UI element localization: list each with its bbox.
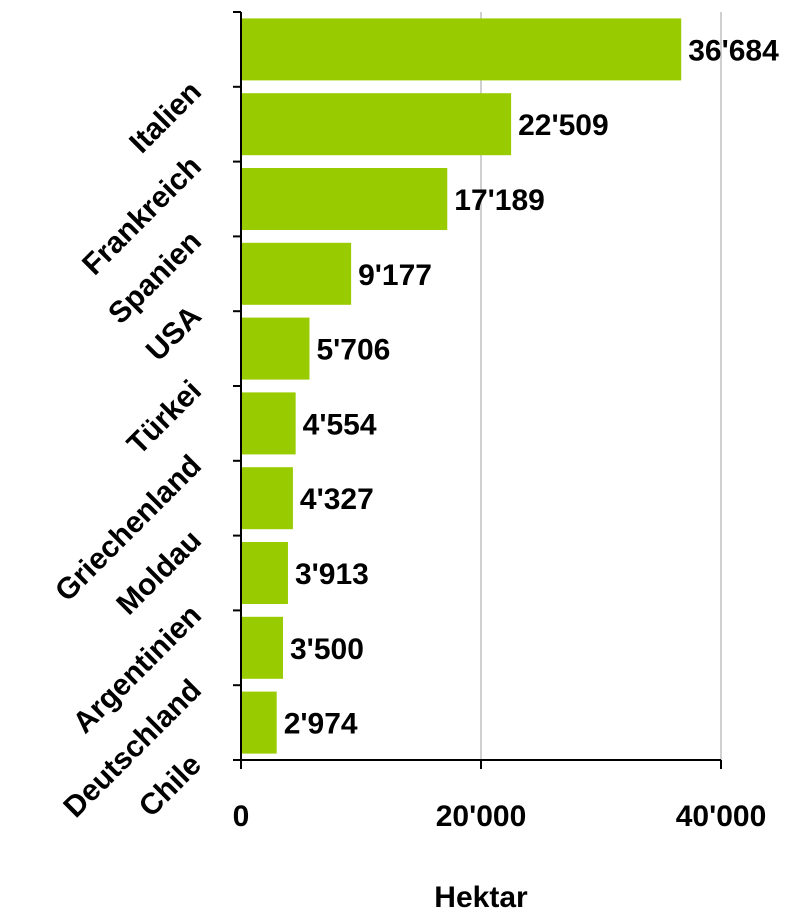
bar-chile (241, 691, 277, 754)
bar-frankreich (241, 93, 512, 156)
bar-value-label: 3'500 (290, 633, 364, 666)
bar-argentinien (241, 542, 288, 604)
bar-value-label: 4'327 (300, 483, 374, 516)
y-tick-label-usa: USA (140, 299, 208, 367)
bars (241, 18, 682, 754)
y-tick-label-italien: Italien (123, 75, 208, 160)
bar-value-labels: 36'684 22'509 17'189 9'177 5'706 4'554 4'327 3'… (284, 34, 779, 740)
x-axis-title: Hektar (434, 881, 528, 914)
bar-value-label: 22'509 (518, 109, 609, 142)
bar-value-label: 2'974 (284, 708, 358, 741)
bar-griechenland (241, 392, 296, 455)
bar-spanien (241, 168, 448, 230)
bar-value-label: 5'706 (316, 334, 390, 367)
axes (233, 11, 722, 769)
bar-usa (241, 242, 352, 305)
bar-türkei (241, 317, 310, 380)
bar-value-label: 17'189 (454, 184, 545, 217)
y-tick-labels: ItalienFrankreichSpanienUSATürkeiGrieche… (49, 75, 208, 824)
bar-value-label: 36'684 (688, 34, 779, 67)
bar-moldau (241, 467, 293, 530)
x-tick-labels: 0 20'000 40'000 (233, 800, 767, 833)
bar-value-label: 3'913 (295, 558, 369, 591)
bar-deutschland (241, 616, 283, 679)
bar-value-label: 4'554 (303, 408, 377, 441)
y-tick-label-türkei: Türkei (121, 374, 208, 461)
bar-italien (241, 18, 682, 81)
y-tick-label-argentinien: Argentinien (67, 599, 208, 740)
x-tick-label: 0 (233, 800, 250, 833)
x-tick-label: 20'000 (436, 800, 527, 833)
bar-value-label: 9'177 (358, 259, 432, 292)
x-tick-label: 40'000 (676, 800, 767, 833)
